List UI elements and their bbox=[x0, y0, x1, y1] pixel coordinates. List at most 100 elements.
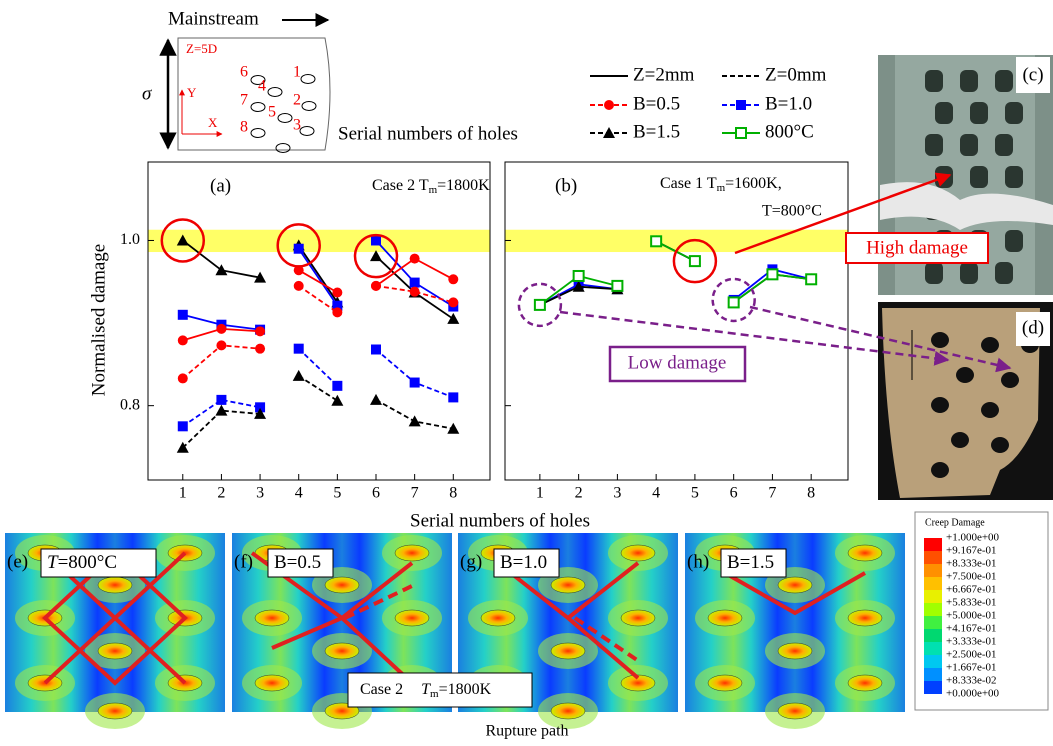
legend-label: Z=0mm bbox=[765, 64, 827, 85]
panel-label: (e) bbox=[7, 551, 28, 572]
marker bbox=[448, 297, 458, 307]
colorbar: Creep Damage +1.000e+00+9.167e-01+8.333e… bbox=[915, 512, 1048, 710]
colorbar-swatch bbox=[924, 668, 942, 681]
contour-hole bbox=[778, 577, 812, 593]
marker bbox=[410, 378, 420, 388]
panel-title-text: B=1.5 bbox=[727, 552, 774, 573]
callout-label: Low damage bbox=[628, 352, 727, 373]
contour-hole bbox=[848, 675, 882, 691]
colorbar-swatch bbox=[924, 538, 942, 551]
annotation-text: Case 1 T bbox=[660, 175, 717, 192]
marker bbox=[332, 381, 342, 391]
marker bbox=[729, 297, 739, 307]
photo-hole bbox=[960, 70, 978, 92]
hole bbox=[301, 75, 315, 84]
hole bbox=[278, 114, 292, 123]
marker bbox=[332, 307, 342, 317]
contour-hole bbox=[621, 545, 655, 561]
figure: Mainstream σ Z=5D Y X Serial numbers of … bbox=[0, 0, 1053, 746]
panel-label: (f) bbox=[234, 551, 253, 572]
colorbar-swatch bbox=[924, 590, 942, 603]
marker bbox=[255, 344, 265, 354]
panel-title-text: B=0.5 bbox=[274, 552, 321, 573]
photo-hole bbox=[951, 432, 969, 448]
marker bbox=[178, 335, 188, 345]
marker bbox=[410, 278, 420, 288]
legend-label: 800°C bbox=[765, 121, 814, 142]
stress-label: σ bbox=[142, 83, 152, 104]
panel-title: B=0.5 bbox=[274, 552, 321, 573]
hole bbox=[300, 127, 314, 136]
hole bbox=[268, 88, 282, 97]
photo-hole bbox=[995, 262, 1013, 284]
contour-hole bbox=[255, 610, 289, 626]
marker bbox=[371, 235, 381, 245]
panel-title: B=1.0 bbox=[500, 552, 547, 573]
photo-hole bbox=[970, 102, 988, 124]
marker bbox=[448, 392, 458, 402]
legend-label: B=1.0 bbox=[765, 93, 812, 114]
contour-hole bbox=[98, 577, 132, 593]
x-tick-label: 6 bbox=[730, 485, 738, 502]
contour-hole bbox=[395, 545, 429, 561]
contour-hole bbox=[551, 703, 585, 719]
hole-number: 3 bbox=[293, 117, 301, 134]
legend-label: B=1.5 bbox=[633, 121, 680, 142]
annotation: T=800°C bbox=[762, 203, 822, 220]
panel-title-text: B=1.0 bbox=[500, 552, 547, 573]
hole-number: 8 bbox=[240, 119, 248, 136]
panel-label: (h) bbox=[687, 551, 709, 572]
marker bbox=[651, 236, 661, 246]
hole-number: 7 bbox=[240, 92, 248, 109]
marker bbox=[371, 281, 381, 291]
colorbar-swatch bbox=[924, 616, 942, 629]
photo-hole bbox=[960, 262, 978, 284]
photo-hole bbox=[1005, 230, 1023, 252]
marker bbox=[332, 288, 342, 298]
case-text: =1800K bbox=[439, 681, 492, 698]
contour-hole bbox=[708, 610, 742, 626]
marker bbox=[178, 310, 188, 320]
marker bbox=[736, 128, 746, 138]
x-tick-label: 7 bbox=[768, 485, 776, 502]
colorbar-label: +6.667e-01 bbox=[946, 584, 997, 596]
marker bbox=[216, 324, 226, 334]
annotation-text: Case 2 T bbox=[372, 177, 429, 194]
x-axis-label: X bbox=[208, 115, 218, 130]
colorbar-swatch bbox=[924, 655, 942, 668]
hole-number: 6 bbox=[240, 64, 248, 81]
hole bbox=[251, 129, 265, 138]
photo-hole bbox=[925, 70, 943, 92]
marker bbox=[535, 300, 545, 310]
schematic-caption: Serial numbers of holes bbox=[338, 123, 518, 144]
x-tick-label: 1 bbox=[536, 485, 544, 502]
case-text: Case 2 bbox=[360, 681, 403, 698]
colorbar-label: +0.000e+00 bbox=[946, 688, 1000, 700]
x-tick-label: 5 bbox=[691, 485, 699, 502]
panel-title: T=800°C bbox=[47, 552, 117, 573]
colorbar-label: +8.333e-02 bbox=[946, 675, 997, 687]
colorbar-label: +2.500e-01 bbox=[946, 649, 997, 661]
x-tick-label: 3 bbox=[256, 485, 264, 502]
photo-hole bbox=[931, 397, 949, 413]
x-tick-label: 4 bbox=[295, 485, 303, 502]
photo-hole bbox=[991, 437, 1009, 453]
contour-hole bbox=[481, 610, 515, 626]
marker bbox=[177, 442, 189, 453]
flow-label: Mainstream bbox=[168, 8, 259, 29]
x-tick-label: 2 bbox=[575, 485, 583, 502]
contour-hole bbox=[848, 545, 882, 561]
case-label: Case 2Tm=1800K bbox=[360, 681, 492, 700]
y-axis-label: Y bbox=[187, 85, 197, 100]
contour-hole bbox=[621, 610, 655, 626]
spacing-label: Z=5D bbox=[186, 41, 217, 56]
marker bbox=[293, 370, 305, 381]
photo-hole bbox=[935, 102, 953, 124]
photo-hole bbox=[1005, 102, 1023, 124]
hole bbox=[276, 144, 290, 153]
annotation: Case 1 Tm=1600K, bbox=[660, 175, 782, 194]
legend: Z=2mmZ=0mmB=0.5B=1.0B=1.5800°C bbox=[590, 64, 827, 142]
panel-title: B=1.5 bbox=[727, 552, 774, 573]
colorbar-swatch bbox=[924, 681, 942, 694]
marker bbox=[574, 271, 584, 281]
